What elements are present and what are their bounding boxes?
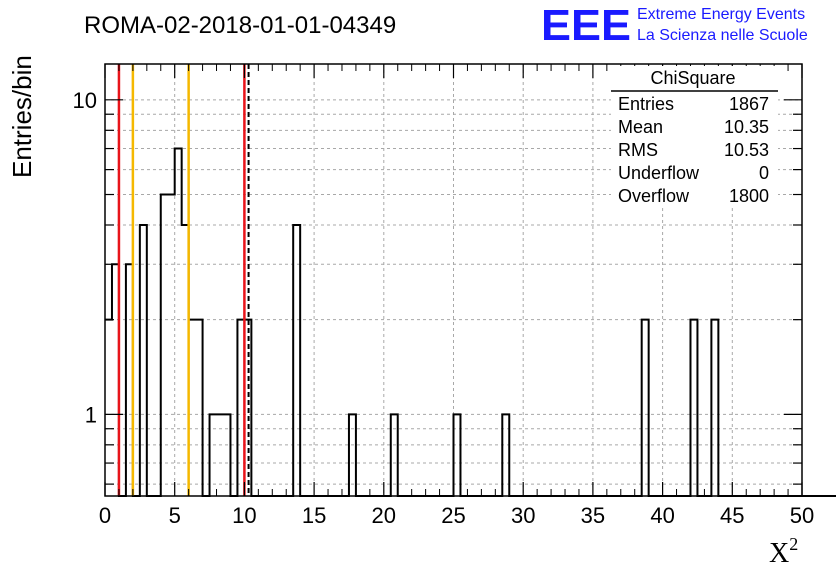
stats-row-label: Mean <box>618 117 663 137</box>
x-tick-label: 15 <box>302 503 326 528</box>
x-tick-label: 10 <box>232 503 256 528</box>
stats-row-label: Underflow <box>618 163 700 183</box>
y-axis: 1 10 <box>73 88 802 485</box>
stats-row-value: 10.35 <box>724 117 769 137</box>
histogram-bin <box>140 225 147 496</box>
stats-box-bg <box>611 66 778 208</box>
histogram-bin <box>642 320 649 496</box>
chart-title: ROMA-02-2018-01-01-04349 <box>84 12 396 39</box>
histogram-bin <box>293 225 300 496</box>
stats-title: ChiSquare <box>650 68 735 88</box>
histogram-bin <box>711 320 718 496</box>
y-tick-label: 1 <box>85 402 97 427</box>
x-axis: 0 5 10 15 20 25 30 35 40 45 50 <box>99 64 814 528</box>
x-tick-label: 5 <box>169 503 181 528</box>
y-tick-label: 10 <box>73 88 97 113</box>
logo-mark: EEE <box>541 1 631 50</box>
stats-row-value: 10.53 <box>724 140 769 160</box>
y-axis-label: Entries/bin <box>7 55 37 178</box>
stats-row-value: 0 <box>759 163 769 183</box>
histogram-bin <box>105 320 112 496</box>
histogram-bin <box>175 149 182 496</box>
x-tick-label: 0 <box>99 503 111 528</box>
stats-rows: Entries 1867 Mean 10.35 RMS 10.53 Underflow 0 Ov… <box>618 94 769 206</box>
histogram-bin <box>690 320 697 496</box>
x-axis-label-main: X2 <box>769 534 798 569</box>
stats-box: ChiSquare Entries 1867 Mean 10.35 RMS 10.53 Un… <box>611 66 778 208</box>
stats-row-value: 1800 <box>729 186 769 206</box>
x-axis-label: X2 <box>769 534 798 569</box>
stats-row-label: Entries <box>618 94 674 114</box>
stats-row-label: Overflow <box>618 186 690 206</box>
x-tick-label: 20 <box>372 503 396 528</box>
x-tick-label: 45 <box>720 503 744 528</box>
stats-row-label: RMS <box>618 140 658 160</box>
x-tick-label: 35 <box>581 503 605 528</box>
histogram-bin <box>196 320 203 496</box>
stats-row-value: 1867 <box>729 94 769 114</box>
x-tick-label: 30 <box>511 503 535 528</box>
logo-line1: Extreme Energy Events <box>637 6 805 23</box>
reference-lines <box>117 64 250 496</box>
x-tick-label: 25 <box>441 503 465 528</box>
x-tick-label: 40 <box>650 503 674 528</box>
eee-logo: EEE Extreme Energy Events La Scienza nel… <box>541 1 808 50</box>
x-tick-label: 50 <box>790 503 814 528</box>
histogram-bin <box>168 195 175 496</box>
logo-line2: La Scienza nelle Scuole <box>637 27 808 44</box>
histogram-bin <box>161 195 168 496</box>
